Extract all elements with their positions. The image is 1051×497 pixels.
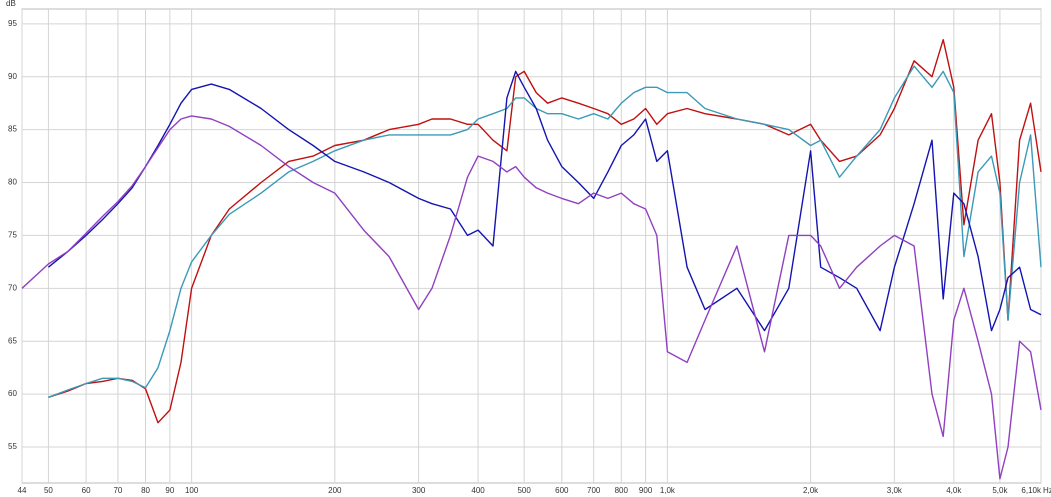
y-tick-label: 70 [8, 283, 17, 292]
x-tick-label: 3,0k [887, 486, 903, 495]
response-curve [47, 70, 1042, 332]
y-tick-label: 85 [8, 125, 17, 134]
x-tick-label: 200 [328, 486, 342, 495]
x-tick-label: 300 [412, 486, 426, 495]
x-axis-label: Hz [1043, 486, 1051, 495]
x-tick-label: 4,0k [946, 486, 962, 495]
response-curve [21, 115, 1042, 480]
x-tick-label: 400 [471, 486, 485, 495]
y-tick-label: 95 [8, 19, 17, 28]
x-tick-label: 900 [639, 486, 653, 495]
x-tick-label: 5,0k [992, 486, 1008, 495]
response-curve [48, 39, 1042, 424]
x-tick-label: 600 [555, 486, 569, 495]
y-axis-label: dB [6, 0, 16, 8]
x-tick-label: 80 [141, 486, 150, 495]
x-tick-label: 2,0k [803, 486, 819, 495]
y-tick-label: 55 [8, 442, 17, 451]
x-tick-label: 44 [18, 486, 27, 495]
plot-area [21, 8, 1042, 484]
x-tick-label: 6,10k [1021, 486, 1042, 495]
response-curve [48, 65, 1042, 398]
y-tick-label: 75 [8, 231, 17, 240]
x-tick-label: 60 [82, 486, 91, 495]
y-tick-label: 65 [8, 336, 17, 345]
x-tick-label: 700 [587, 486, 601, 495]
x-tick-label: 70 [113, 486, 122, 495]
x-tick-label: 800 [615, 486, 629, 495]
x-tick-label: 500 [517, 486, 531, 495]
x-tick-label: 100 [185, 486, 199, 495]
x-tick-label: 90 [165, 486, 174, 495]
y-tick-label: 60 [8, 389, 17, 398]
x-tick-label: 50 [44, 486, 53, 495]
y-tick-label: 80 [8, 178, 17, 187]
x-tick-label: 1,0k [660, 486, 676, 495]
y-tick-label: 90 [8, 72, 17, 81]
